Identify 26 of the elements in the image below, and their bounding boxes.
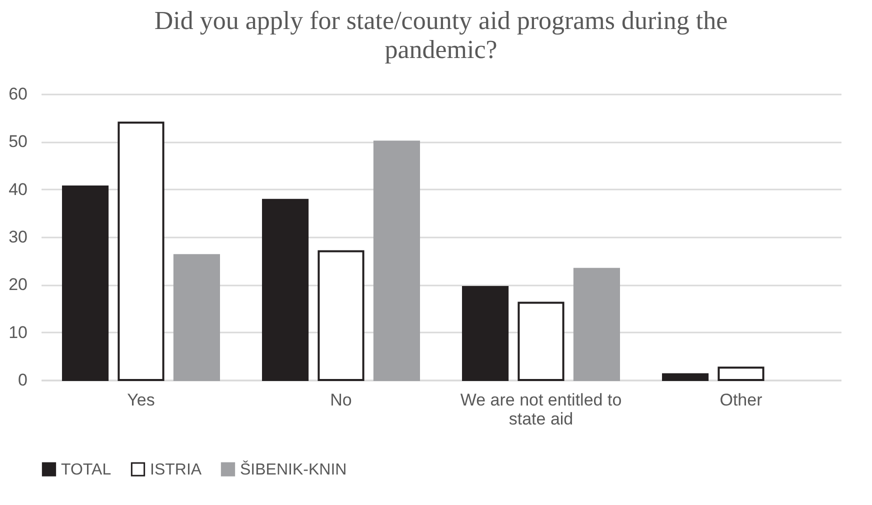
chart-title: Did you apply for state/county aid programs during the pandemic? bbox=[154, 6, 728, 64]
bar bbox=[573, 268, 620, 381]
legend-label: ŠIBENIK-KNIN bbox=[240, 460, 347, 478]
y-tick-label: 60 bbox=[8, 84, 28, 104]
bar bbox=[518, 302, 564, 381]
x-tick-label: Other bbox=[720, 390, 763, 410]
x-tick-label: No bbox=[330, 390, 352, 410]
y-tick-label: 50 bbox=[8, 132, 28, 152]
bar bbox=[318, 250, 364, 381]
y-tick-label: 10 bbox=[8, 322, 28, 342]
bar bbox=[462, 286, 509, 381]
bar bbox=[62, 185, 109, 381]
y-tick-label: 20 bbox=[8, 275, 28, 294]
y-tick-label: 30 bbox=[8, 228, 28, 246]
bar bbox=[662, 373, 709, 381]
x-tick-label: Yes bbox=[127, 390, 155, 410]
bar bbox=[173, 254, 220, 381]
x-tick-label: We are not entitled to state aid bbox=[460, 390, 622, 428]
y-tick-label: 40 bbox=[8, 180, 28, 199]
legend-label: ISTRIA bbox=[150, 461, 202, 478]
bar bbox=[718, 366, 764, 381]
bar bbox=[262, 198, 309, 381]
bar bbox=[373, 140, 420, 381]
bar bbox=[118, 122, 164, 381]
y-tick-label: 0 bbox=[18, 370, 28, 390]
legend-label: TOTAL bbox=[61, 461, 112, 478]
